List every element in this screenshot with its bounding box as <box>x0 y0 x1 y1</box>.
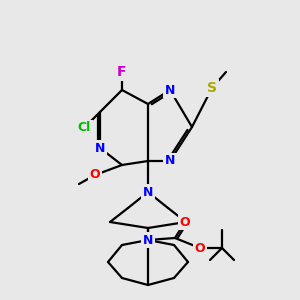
Text: S: S <box>207 81 217 95</box>
Text: O: O <box>90 169 100 182</box>
Text: O: O <box>180 215 190 229</box>
Text: O: O <box>195 242 205 254</box>
Text: N: N <box>165 154 175 167</box>
Text: N: N <box>165 83 175 97</box>
Text: F: F <box>117 65 127 79</box>
Text: N: N <box>143 185 153 199</box>
Text: N: N <box>143 233 153 247</box>
Text: N: N <box>95 142 105 154</box>
Text: Cl: Cl <box>78 121 91 134</box>
